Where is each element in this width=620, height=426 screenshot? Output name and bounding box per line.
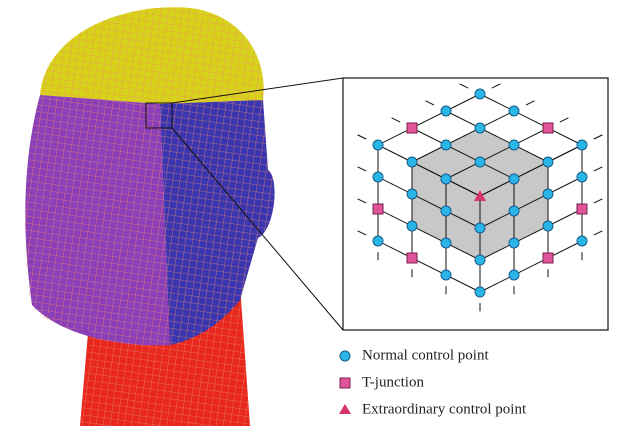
control-point — [475, 255, 485, 265]
control-point — [509, 140, 519, 150]
control-point — [373, 140, 383, 150]
t-junction — [407, 253, 417, 263]
control-point — [543, 221, 553, 231]
legend-icon — [339, 404, 351, 414]
figure: Normal control point T-junction Extraord… — [0, 0, 620, 426]
control-point — [475, 89, 485, 99]
legend-label: Normal control point — [362, 347, 489, 363]
control-point — [441, 206, 451, 216]
control-point — [543, 189, 553, 199]
control-point — [441, 140, 451, 150]
control-point — [577, 172, 587, 182]
control-point — [509, 238, 519, 248]
legend-label: T-junction — [362, 374, 424, 390]
control-point — [509, 106, 519, 116]
control-point — [407, 221, 417, 231]
control-point — [543, 157, 553, 167]
legend-icon — [340, 378, 350, 388]
head-model — [0, 0, 290, 426]
control-point — [441, 238, 451, 248]
control-point — [577, 236, 587, 246]
control-point — [441, 174, 451, 184]
control-point — [407, 157, 417, 167]
t-junction — [407, 123, 417, 133]
control-point — [475, 123, 485, 133]
control-point — [475, 157, 485, 167]
control-point — [441, 106, 451, 116]
control-point — [475, 223, 485, 233]
legend-icon — [340, 351, 350, 361]
t-junction — [543, 253, 553, 263]
t-junction — [577, 204, 587, 214]
control-point — [373, 172, 383, 182]
control-point — [407, 189, 417, 199]
mesh-lines — [0, 0, 290, 426]
control-point — [577, 140, 587, 150]
control-point — [441, 270, 451, 280]
legend-label: Extraordinary control point — [362, 401, 527, 417]
control-point — [475, 287, 485, 297]
control-point — [373, 236, 383, 246]
t-junction — [373, 204, 383, 214]
control-point — [509, 206, 519, 216]
t-junction — [543, 123, 553, 133]
control-point — [509, 270, 519, 280]
legend: Normal control point T-junction Extraord… — [339, 347, 527, 417]
control-point — [509, 174, 519, 184]
